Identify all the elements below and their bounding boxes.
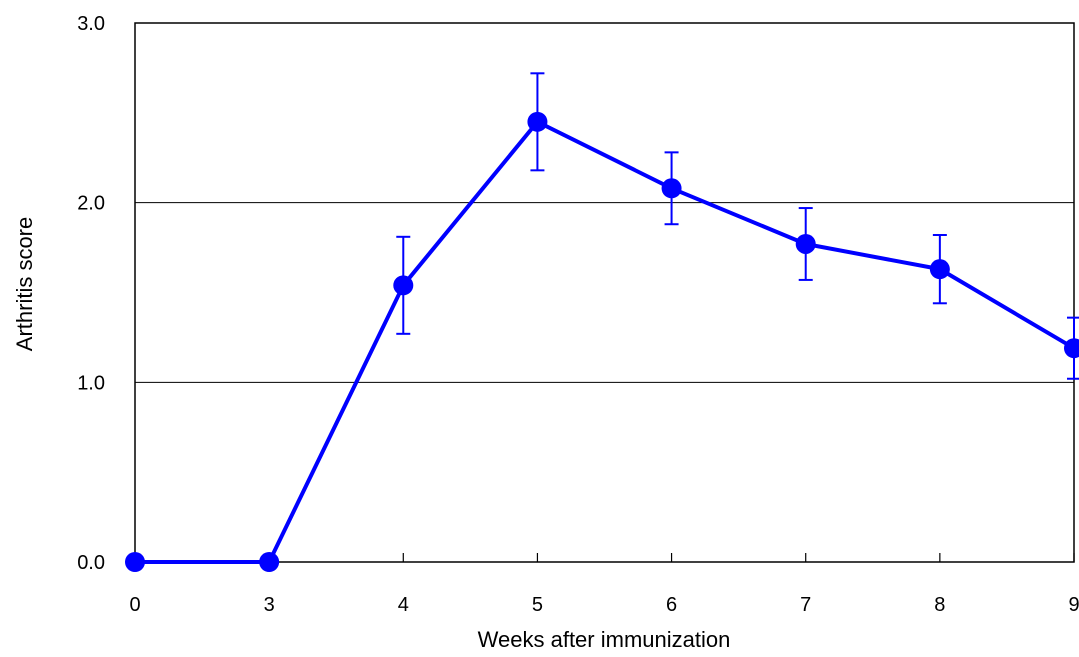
- data-point: [661, 178, 682, 199]
- plot-area: [134, 22, 1075, 563]
- y-tick-label: 2.0: [77, 193, 105, 215]
- data-point: [259, 552, 280, 572]
- data-point: [795, 233, 816, 254]
- x-tick-labels: 0 3 4 5 6 7 8 9: [129, 594, 1079, 616]
- y-tick-labels: 0.0 1.0 2.0 3.0: [77, 13, 105, 574]
- y-tick-label: 1.0: [77, 372, 105, 394]
- y-axis-title: Arthritis score: [12, 217, 37, 351]
- x-axis-title: Weeks after immunization: [478, 627, 731, 652]
- x-tick-label: 9: [1068, 594, 1079, 616]
- x-tick-label: 3: [264, 594, 275, 616]
- x-tick-label: 6: [666, 594, 677, 616]
- x-tick-label: 5: [532, 594, 543, 616]
- series-line: [135, 119, 1076, 564]
- series-line-path: [135, 119, 1076, 564]
- y-tick-label: 0.0: [77, 552, 105, 574]
- y-tick-label: 3.0: [77, 13, 105, 35]
- data-point: [1064, 338, 1079, 359]
- x-tick-label: 8: [934, 594, 945, 616]
- data-points: [125, 111, 1079, 572]
- data-point: [527, 111, 548, 132]
- data-point: [393, 275, 414, 296]
- data-point: [125, 552, 145, 572]
- data-point: [929, 259, 950, 280]
- x-tick-label: 0: [129, 594, 140, 616]
- x-tick-label: 7: [800, 594, 811, 616]
- grid-lines: [135, 202, 1074, 383]
- x-tick-label: 4: [398, 594, 409, 616]
